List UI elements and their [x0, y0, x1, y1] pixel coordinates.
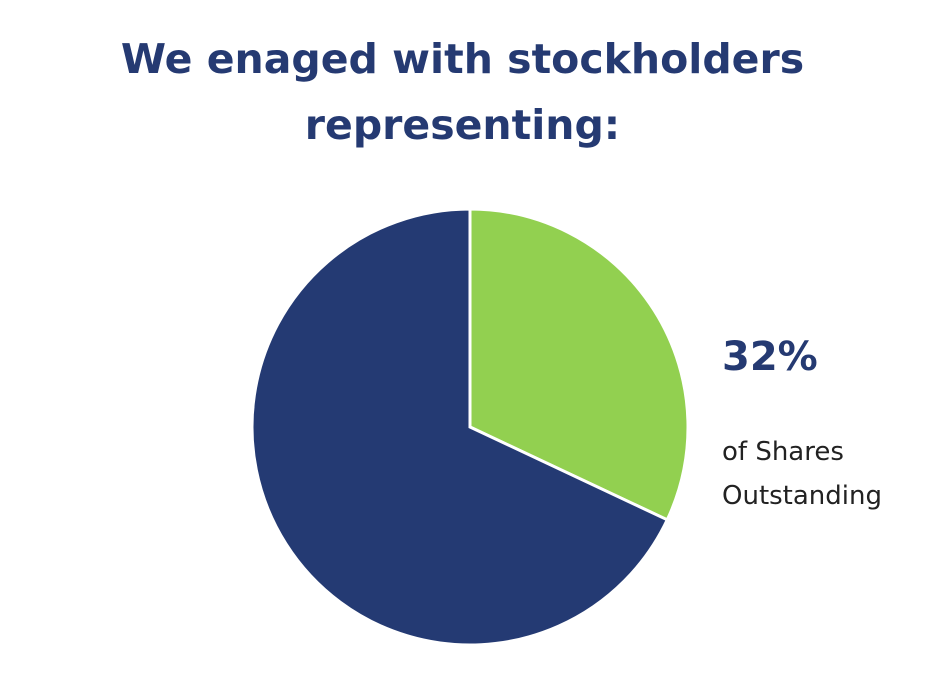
data-label: 32%: [722, 334, 818, 380]
chart-title: We enaged with stockholders representing…: [120, 35, 805, 149]
pie-slice: [468, 207, 690, 522]
annotation: of Shares Outstanding: [722, 437, 882, 511]
pie-slice: [250, 207, 670, 647]
